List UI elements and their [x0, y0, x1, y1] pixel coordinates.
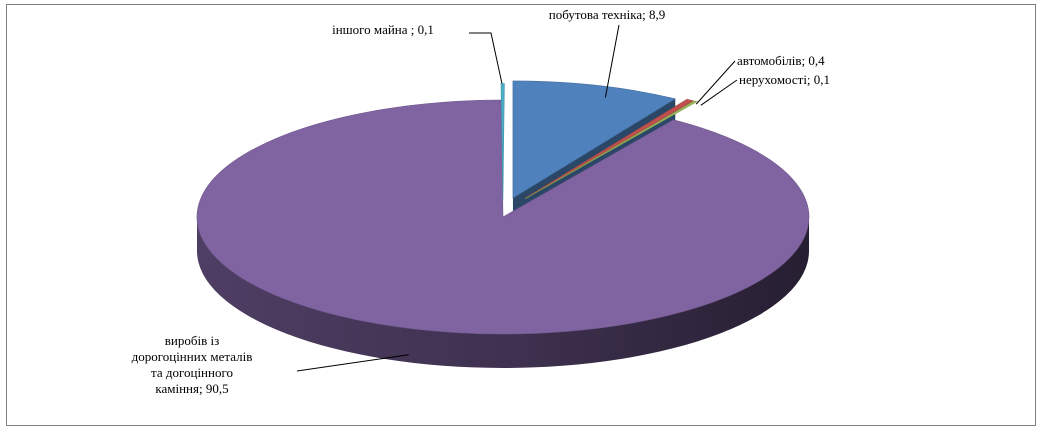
leader-line-2 [695, 60, 736, 105]
pie-slice-side [197, 217, 809, 368]
pie-label-4: виробів із дорогоцінних металів та догоцін… [132, 333, 253, 396]
pie-slice-2 [524, 99, 695, 199]
pie-slice-3 [525, 100, 699, 199]
chart-area: побутова техніка; 8,9 автомобілів; 0,4 нер… [6, 4, 1036, 426]
pie-slice-4 [196, 99, 810, 335]
pie-label-5: іншого майна ; 0,1 [332, 22, 434, 37]
leader-line-5 [469, 32, 503, 84]
pie-label-2: автомобілів; 0,4 [737, 53, 825, 68]
pie-slice-1 [512, 80, 677, 199]
leader-line-4 [296, 354, 409, 372]
pie-slice-5 [500, 83, 505, 201]
pie-label-1: побутова техніка; 8,9 [549, 7, 665, 22]
leader-line-1 [604, 24, 620, 98]
leader-line-3 [700, 79, 738, 106]
pie-chart: побутова техніка; 8,9 автомобілів; 0,4 нер… [132, 7, 830, 396]
pie-label-3: нерухомості; 0,1 [739, 72, 830, 87]
